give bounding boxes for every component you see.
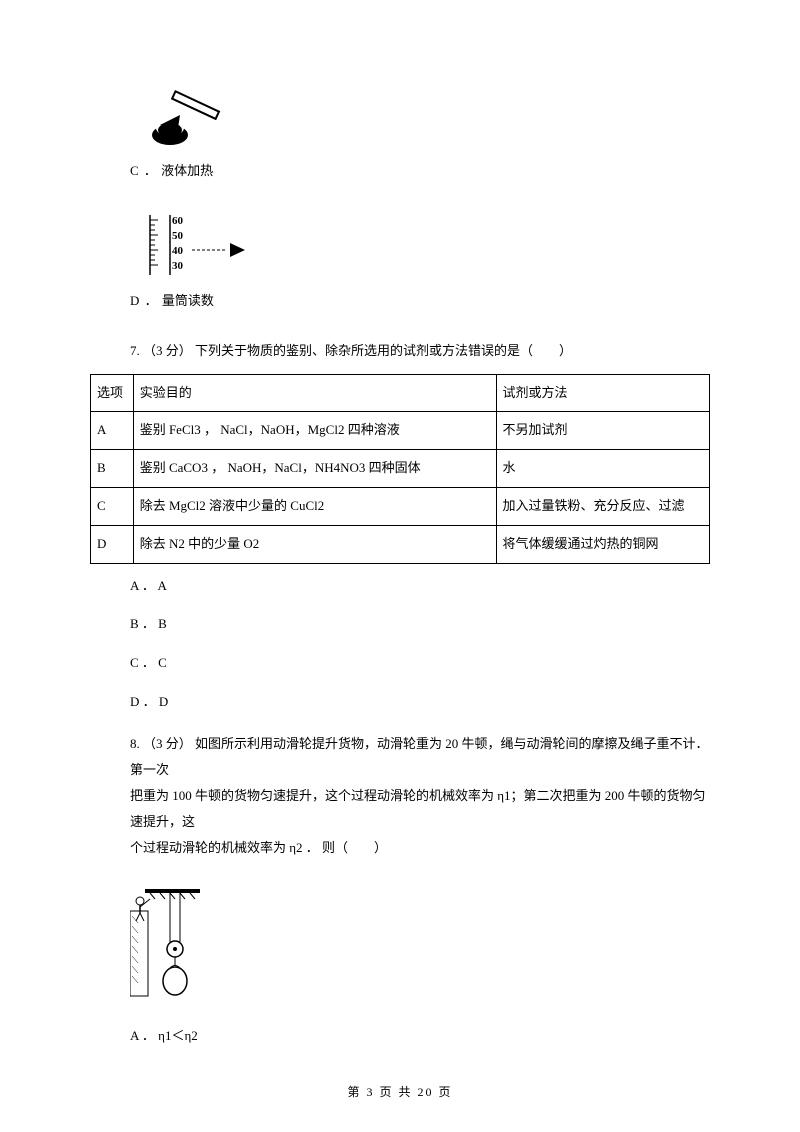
cell-purpose: 除去 MgCl2 溶液中少量的 CuCl2 — [133, 487, 496, 525]
table-row: C 除去 MgCl2 溶液中少量的 CuCl2 加入过量铁粉、充分反应、过滤 — [91, 487, 710, 525]
q7-answer-b: B ． B — [90, 614, 710, 635]
cell-method: 不另加试剂 — [496, 412, 709, 450]
cell-purpose: 鉴别 FeCl3 ， NaCl，NaOH，MgCl2 四种溶液 — [133, 412, 496, 450]
q7-answer-d: D ． D — [90, 692, 710, 713]
cell-purpose: 除去 N2 中的少量 O2 — [133, 525, 496, 563]
q8-points: （3 分） — [143, 736, 192, 751]
q7-answer-c: C ． C — [90, 653, 710, 674]
cell-method: 水 — [496, 450, 709, 488]
q7-answer-a: A ． A — [90, 576, 710, 597]
cell-method: 加入过量铁粉、充分反应、过滤 — [496, 487, 709, 525]
q7-points: （3 分） — [143, 343, 192, 358]
q8-line1: 如图所示利用动滑轮提升货物，动滑轮重为 20 牛顿，绳与动滑轮间的摩擦及绳子重不… — [130, 736, 709, 777]
svg-text:40: 40 — [172, 245, 184, 257]
q8-line2: 把重为 100 牛顿的货物匀速提升，这个过程动滑轮的机械效率为 η1；第二次把重… — [130, 788, 706, 829]
table-header-row: 选项 实验目的 试剂或方法 — [91, 374, 710, 412]
cell-opt: D — [91, 525, 134, 563]
q7-number: 7. — [130, 343, 140, 358]
pulley-icon — [130, 881, 210, 1001]
pulley-figure — [90, 873, 710, 1026]
page-footer: 第 3 页 共 20 页 — [0, 1083, 800, 1102]
question-8: 8. （3 分） 如图所示利用动滑轮提升货物，动滑轮重为 20 牛顿，绳与动滑轮… — [90, 731, 710, 861]
flask-heating-icon — [130, 80, 240, 150]
header-purpose: 实验目的 — [133, 374, 496, 412]
option-c-label: C ． — [130, 163, 158, 178]
cell-method: 将气体缓缓通过灼热的铜网 — [496, 525, 709, 563]
table-row: D 除去 N2 中的少量 O2 将气体缓缓通过灼热的铜网 — [91, 525, 710, 563]
option-c-row: C ． 液体加热 — [90, 161, 710, 182]
svg-text:30: 30 — [172, 260, 184, 272]
option-d-text: 量筒读数 — [162, 293, 214, 308]
table-row: B 鉴别 CaCO3 ， NaOH，NaCl，NH4NO3 四种固体 水 — [91, 450, 710, 488]
option-d-row: D ． 量筒读数 — [90, 291, 710, 312]
cell-purpose: 鉴别 CaCO3 ， NaOH，NaCl，NH4NO3 四种固体 — [133, 450, 496, 488]
cell-opt: A — [91, 412, 134, 450]
svg-text:60: 60 — [172, 215, 184, 227]
q8-number: 8. — [130, 736, 140, 751]
option-c-text: 液体加热 — [161, 163, 213, 178]
cell-opt: C — [91, 487, 134, 525]
svg-text:50: 50 — [172, 230, 184, 242]
option-d-label: D ． — [130, 293, 159, 308]
cell-opt: B — [91, 450, 134, 488]
q7-table: 选项 实验目的 试剂或方法 A 鉴别 FeCl3 ， NaCl，NaOH，MgC… — [90, 374, 710, 564]
ruler-figure: 60 50 40 30 — [90, 210, 710, 291]
q8-answer-a: A ． η1＜η2 — [90, 1026, 710, 1047]
flask-heating-figure — [90, 80, 710, 161]
question-7: 7. （3 分） 下列关于物质的鉴别、除杂所选用的试剂或方法错误的是（ ） — [90, 341, 710, 362]
q7-text: 下列关于物质的鉴别、除杂所选用的试剂或方法错误的是（ ） — [195, 343, 572, 358]
header-opt: 选项 — [91, 374, 134, 412]
q8-line3: 个过程动滑轮的机械效率为 η2 ． 则（ ） — [130, 840, 387, 855]
header-method: 试剂或方法 — [496, 374, 709, 412]
ruler-icon: 60 50 40 30 — [130, 210, 260, 280]
table-row: A 鉴别 FeCl3 ， NaCl，NaOH，MgCl2 四种溶液 不另加试剂 — [91, 412, 710, 450]
